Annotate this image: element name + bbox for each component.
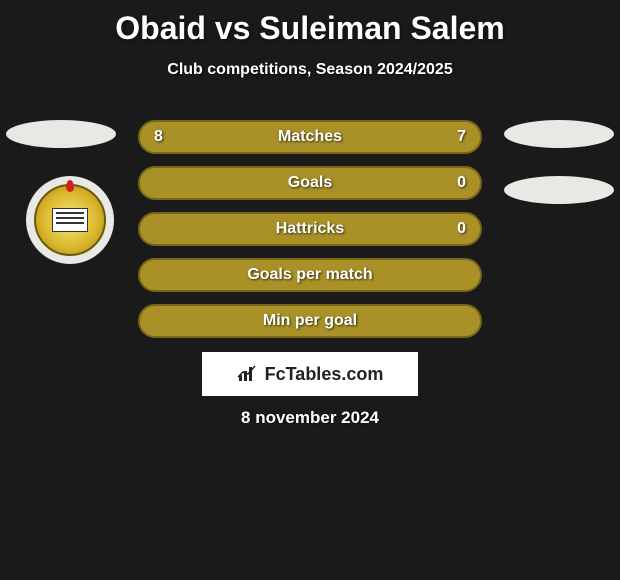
player-left-placeholder [6, 120, 116, 148]
brand-text: FcTables.com [265, 364, 384, 385]
stat-label: Goals per match [247, 266, 372, 284]
stats-bars: 8 Matches 7 Goals 0 Hattricks 0 Goals pe… [138, 120, 482, 350]
stat-bar-goals: Goals 0 [138, 166, 482, 200]
stat-right-value: 0 [457, 174, 466, 192]
stat-left-value: 8 [154, 128, 163, 146]
club-badge [26, 176, 114, 264]
brand-watermark: FcTables.com [202, 352, 418, 396]
subtitle: Club competitions, Season 2024/2025 [0, 61, 620, 79]
book-icon [52, 208, 88, 232]
stat-label: Matches [278, 128, 342, 146]
stat-bar-hattricks: Hattricks 0 [138, 212, 482, 246]
stat-label: Hattricks [276, 220, 344, 238]
player-right-placeholder-top [504, 120, 614, 148]
stat-bar-goals-per-match: Goals per match [138, 258, 482, 292]
player-right-placeholder-bottom [504, 176, 614, 204]
stat-bar-min-per-goal: Min per goal [138, 304, 482, 338]
stat-right-value: 0 [457, 220, 466, 238]
stat-bar-matches: 8 Matches 7 [138, 120, 482, 154]
stat-right-value: 7 [457, 128, 466, 146]
page-title: Obaid vs Suleiman Salem [0, 0, 620, 47]
stat-label: Min per goal [263, 312, 357, 330]
date-label: 8 november 2024 [0, 408, 620, 428]
chart-icon [237, 365, 259, 383]
stat-label: Goals [288, 174, 332, 192]
flame-icon [66, 180, 74, 192]
